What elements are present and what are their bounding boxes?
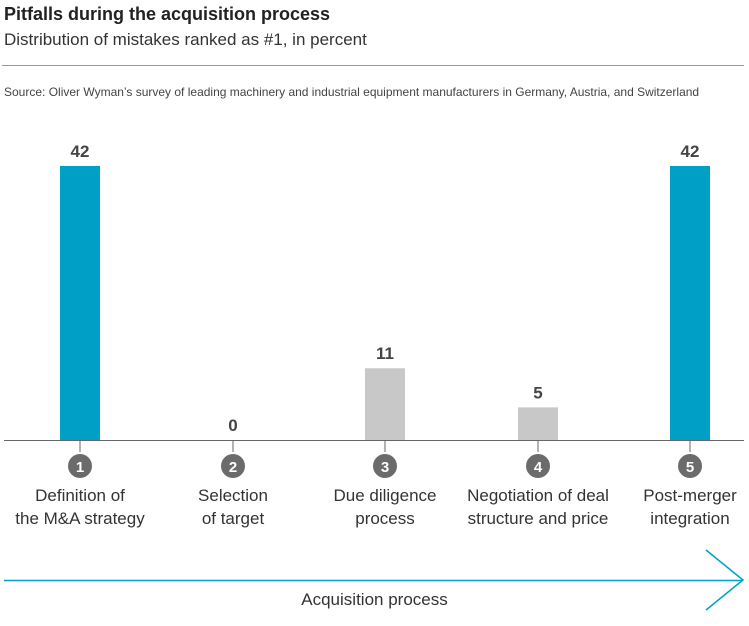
step-circle: [526, 454, 550, 478]
source-note: Source: Oliver Wyman’s survey of leading…: [4, 85, 700, 99]
step-circle: [678, 454, 702, 478]
value-label: 5: [533, 383, 542, 402]
category-label-line: Due diligence: [333, 486, 437, 505]
process-arrow-head: [705, 549, 745, 611]
category-label-line: of target: [201, 509, 265, 528]
bar: [518, 407, 558, 440]
bar: [60, 166, 100, 440]
category-label: Selection of target: [148, 484, 318, 530]
category-label-line: integration: [650, 509, 730, 528]
step-number: 2: [229, 459, 237, 476]
step-number: 5: [686, 459, 694, 476]
category-label: Definition of the M&A strategy: [0, 484, 165, 530]
category-label: Due diligence process: [300, 484, 470, 530]
step-circle: [221, 454, 245, 478]
step-circle: [68, 454, 92, 478]
bar: [365, 368, 405, 440]
category-label-line: structure and price: [467, 509, 609, 528]
category-label-line: process: [355, 509, 415, 528]
chart-subtitle: Distribution of mistakes ranked as #1, i…: [4, 30, 367, 49]
step-circle: [373, 454, 397, 478]
value-label: 42: [681, 142, 700, 161]
step-number: 3: [381, 459, 389, 476]
step-number: 4: [534, 459, 543, 476]
category-label-line: Post-merger: [643, 486, 737, 505]
chart-title: Pitfalls during the acquisition process: [4, 4, 331, 24]
category-label-line: Negotiation of deal: [467, 486, 609, 505]
header-divider: [2, 65, 744, 66]
process-label: Acquisition process: [301, 590, 448, 609]
category-label: Negotiation of deal structure and price: [453, 484, 623, 530]
value-label: 42: [71, 142, 90, 161]
category-label: Post-merger integration: [605, 484, 749, 530]
category-label-line: Definition of: [35, 486, 125, 505]
bar: [670, 166, 710, 440]
step-number: 1: [76, 459, 84, 476]
category-label-line: the M&A strategy: [15, 509, 145, 528]
value-label: 0: [228, 416, 237, 435]
value-label: 11: [376, 344, 394, 363]
category-label-line: Selection: [198, 486, 268, 505]
